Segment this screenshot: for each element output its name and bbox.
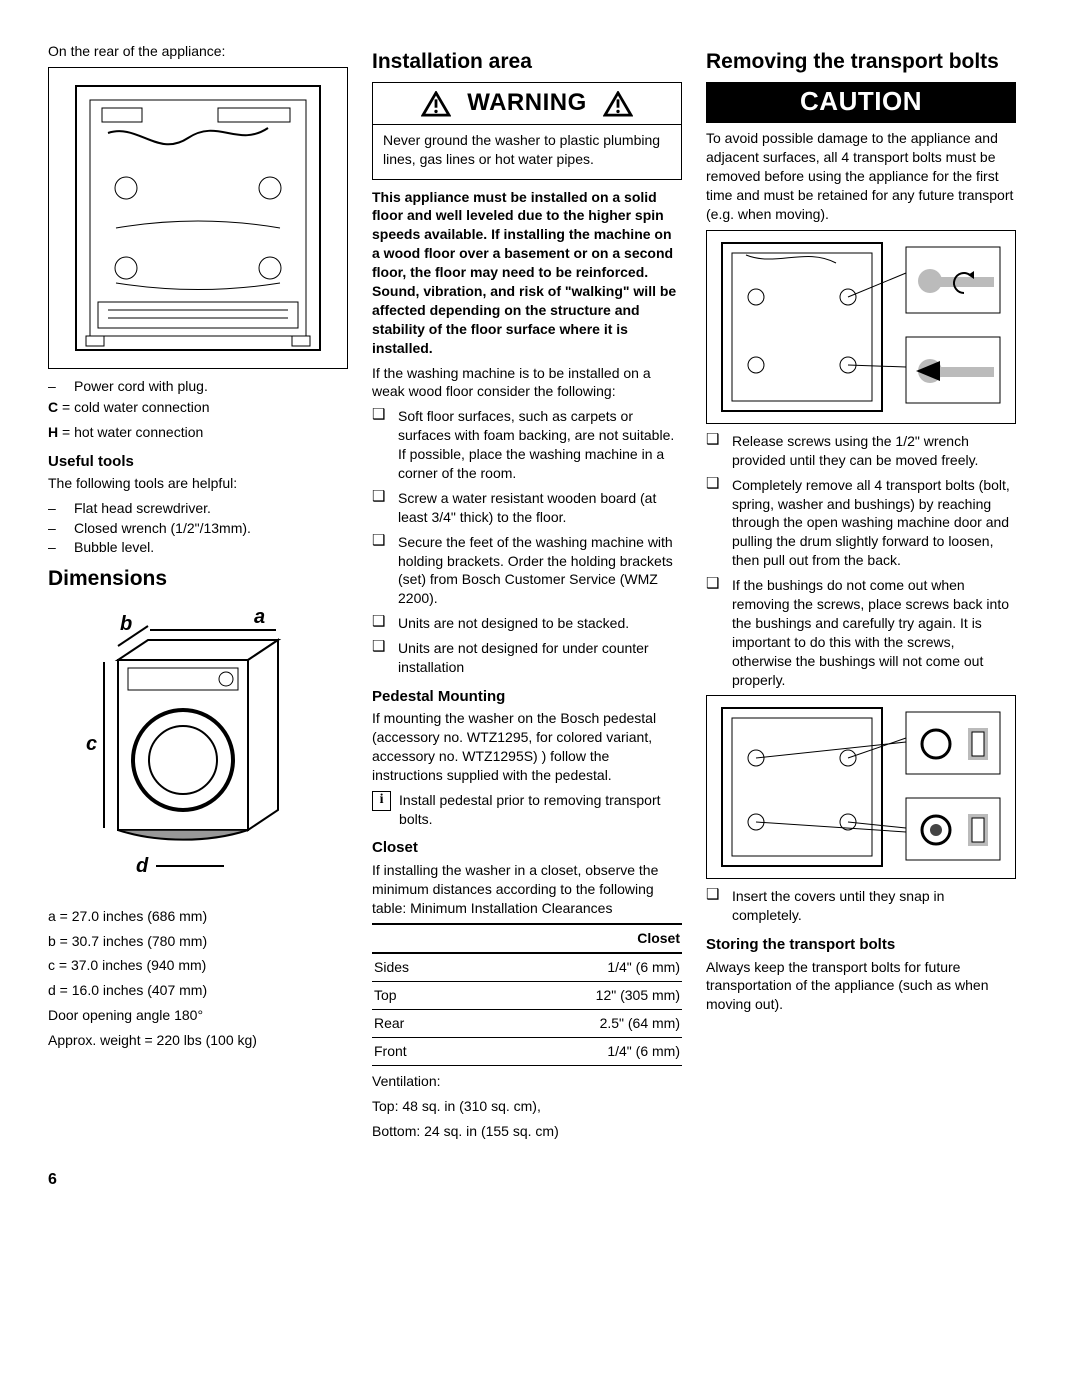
pedestal-text: If mounting the washer on the Bosch pede… xyxy=(372,709,682,785)
column-3: Removing the transport bolts CAUTION To … xyxy=(706,40,1016,1147)
list-item: ❑Units are not designed to be stacked. xyxy=(372,614,682,633)
pedestal-heading: Pedestal Mounting xyxy=(372,687,682,707)
tools-list: –Flat head screwdriver. –Closed wrench (… xyxy=(48,499,348,558)
rear-label: On the rear of the appliance: xyxy=(48,42,348,61)
warning-triangle-icon xyxy=(421,91,451,117)
table-header xyxy=(372,924,467,953)
table-row: Rear2.5" (64 mm) xyxy=(372,1010,682,1038)
list-item: ❑Insert the covers until they snap in co… xyxy=(706,887,1016,925)
storing-heading: Storing the transport bolts xyxy=(706,935,1016,955)
install-intro: If the washing machine is to be installe… xyxy=(372,364,682,402)
tools-intro: The following tools are helpful: xyxy=(48,474,348,493)
caution-banner: CAUTION xyxy=(706,82,1016,123)
list-item: –Closed wrench (1/2"/13mm). xyxy=(48,519,348,538)
info-icon: i xyxy=(372,791,391,811)
installation-heading: Installation area xyxy=(372,48,682,76)
legend-h: H = hot water connection xyxy=(48,423,348,442)
dimensions-diagram: a b c d xyxy=(48,600,348,905)
install-bold-para: This appliance must be installed on a so… xyxy=(372,188,682,358)
table-row: Front1/4" (6 mm) xyxy=(372,1037,682,1065)
legend-power: –Power cord with plug. xyxy=(48,377,348,396)
dim-line: d = 16.0 inches (407 mm) xyxy=(48,981,348,1000)
dim-line: a = 27.0 inches (686 mm) xyxy=(48,907,348,926)
storing-text: Always keep the transport bolts for futu… xyxy=(706,958,1016,1015)
dim-line: c = 37.0 inches (940 mm) xyxy=(48,956,348,975)
caution-body: To avoid possible damage to the applianc… xyxy=(706,129,1016,223)
ventilation-line: Bottom: 24 sq. in (155 sq. cm) xyxy=(372,1122,682,1141)
warning-body: Never ground the washer to plastic plumb… xyxy=(373,125,681,179)
list-item: –Flat head screwdriver. xyxy=(48,499,348,518)
column-1: On the rear of the appliance: xyxy=(48,40,348,1147)
column-2: Installation area WARNING Never ground t… xyxy=(372,40,682,1147)
warning-label: WARNING xyxy=(467,87,587,119)
warning-header: WARNING xyxy=(373,83,681,124)
list-item: ❑Release screws using the 1/2" wrench pr… xyxy=(706,432,1016,470)
ventilation-line: Top: 48 sq. in (310 sq. cm), xyxy=(372,1097,682,1116)
dim-b-label: b xyxy=(120,613,132,635)
dim-a-label: a xyxy=(254,606,265,628)
tools-heading: Useful tools xyxy=(48,452,348,472)
dim-line: b = 30.7 inches (780 mm) xyxy=(48,932,348,951)
rear-appliance-diagram xyxy=(48,67,348,369)
list-item: ❑Completely remove all 4 transport bolts… xyxy=(706,476,1016,570)
list-item: ❑Secure the feet of the washing machine … xyxy=(372,533,682,609)
info-note-row: i Install pedestal prior to removing tra… xyxy=(372,791,682,829)
closet-text: If installing the washer in a closet, ob… xyxy=(372,861,682,918)
page-root: On the rear of the appliance: xyxy=(48,40,1032,1147)
list-item: ❑Units are not designed for under counte… xyxy=(372,639,682,677)
dim-line: Approx. weight = 220 lbs (100 kg) xyxy=(48,1031,348,1050)
table-row: Sides1/4" (6 mm) xyxy=(372,953,682,981)
transport-heading: Removing the transport bolts xyxy=(706,48,1016,76)
list-item: ❑Screw a water resistant wooden board (a… xyxy=(372,489,682,527)
list-item: –Bubble level. xyxy=(48,538,348,557)
rear-legend-list: –Power cord with plug. xyxy=(48,377,348,396)
ventilation-label: Ventilation: xyxy=(372,1072,682,1091)
warning-triangle-icon xyxy=(603,91,633,117)
bolt-removal-diagram xyxy=(706,230,1016,424)
list-item: ❑Soft floor surfaces, such as carpets or… xyxy=(372,407,682,483)
remove-bullets: ❑Release screws using the 1/2" wrench pr… xyxy=(706,432,1016,690)
dim-d-label: d xyxy=(136,855,149,877)
warning-box: WARNING Never ground the washer to plast… xyxy=(372,82,682,179)
table-row: Top12" (305 mm) xyxy=(372,982,682,1010)
cover-insert-diagram xyxy=(706,695,1016,879)
list-item: ❑If the bushings do not come out when re… xyxy=(706,576,1016,689)
clearance-table: Closet Sides1/4" (6 mm) Top12" (305 mm) … xyxy=(372,923,682,1065)
dimensions-heading: Dimensions xyxy=(48,565,348,593)
closet-heading: Closet xyxy=(372,838,682,858)
legend-c: C = cold water connection xyxy=(48,398,348,417)
dimensions-values: a = 27.0 inches (686 mm) b = 30.7 inches… xyxy=(48,907,348,1050)
info-note-text: Install pedestal prior to removing trans… xyxy=(399,791,682,829)
cover-bullets: ❑Insert the covers until they snap in co… xyxy=(706,887,1016,925)
dim-line: Door opening angle 180° xyxy=(48,1006,348,1025)
install-bullets: ❑Soft floor surfaces, such as carpets or… xyxy=(372,407,682,677)
dim-c-label: c xyxy=(86,733,97,755)
page-number: 6 xyxy=(48,1169,1032,1191)
table-header: Closet xyxy=(467,924,682,953)
